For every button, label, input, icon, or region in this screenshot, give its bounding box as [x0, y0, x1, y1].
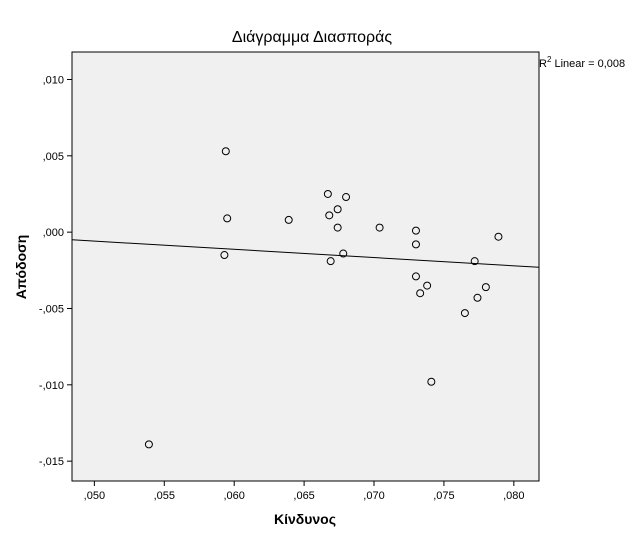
- point-2: [221, 147, 230, 156]
- point-20: [470, 257, 479, 266]
- y-tick-label-0: ,010: [43, 74, 64, 86]
- r2-superscript: 2: [547, 55, 552, 64]
- x-axis-ticks: ,050 ,055 ,060 ,065 ,070 ,075 ,080: [84, 481, 525, 502]
- x-tick-label-4: ,070: [363, 490, 384, 502]
- point-11: [342, 193, 351, 202]
- r2-annotation: R2 Linear = 0,008: [539, 55, 625, 70]
- point-13: [411, 226, 420, 235]
- y-tick-label-4: -,010: [39, 380, 64, 392]
- y-tick-label-3: -,005: [39, 303, 64, 315]
- y-axis-ticks: ,010 ,005 ,000 -,005 -,010 -,015: [39, 74, 72, 468]
- fit-line-layer: [71, 239, 540, 268]
- r2-prefix: R: [539, 58, 547, 70]
- x-tick-label-3: ,065: [293, 490, 314, 502]
- point-21: [473, 293, 482, 302]
- x-tick-label-0: ,050: [84, 490, 105, 502]
- point-8: [333, 205, 342, 214]
- point-14: [411, 240, 420, 249]
- r2-suffix: Linear = 0,008: [551, 58, 625, 70]
- point-12: [375, 223, 384, 232]
- point-6: [325, 211, 334, 220]
- y-axis-label: Απόδοση: [13, 235, 29, 300]
- point-4: [284, 215, 293, 224]
- x-tick-label-5: ,075: [433, 490, 454, 502]
- point-23: [494, 232, 503, 241]
- x-tick-label-2: ,060: [223, 490, 244, 502]
- point-7: [326, 257, 335, 266]
- x-tick-label-6: ,080: [503, 490, 524, 502]
- point-22: [481, 283, 490, 292]
- y-tick-label-2: ,000: [43, 227, 64, 239]
- scatter-points: [144, 147, 503, 449]
- point-15: [411, 272, 420, 281]
- point-3: [223, 214, 232, 223]
- point-17: [423, 281, 432, 290]
- point-0: [144, 440, 153, 449]
- point-16: [416, 289, 425, 298]
- point-18: [427, 377, 436, 386]
- x-tick-label-1: ,055: [154, 490, 175, 502]
- point-10: [339, 249, 348, 258]
- point-5: [323, 189, 332, 198]
- y-tick-label-5: -,015: [39, 456, 64, 468]
- plot-background: [71, 51, 540, 482]
- point-9: [333, 223, 342, 232]
- point-19: [460, 309, 469, 318]
- fit-line: [71, 239, 540, 268]
- point-1: [220, 251, 229, 260]
- y-tick-label-1: ,005: [43, 151, 64, 163]
- chart-title: Διάγραμμα Διασποράς: [232, 29, 393, 46]
- x-axis-label: Κίνδυνος: [274, 511, 336, 527]
